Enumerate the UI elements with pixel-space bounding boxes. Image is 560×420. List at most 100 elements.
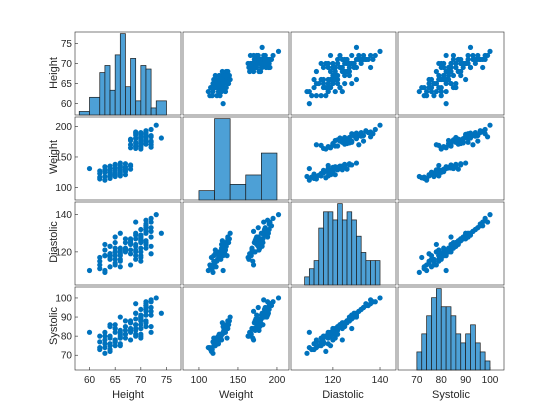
hist-bar xyxy=(356,235,362,286)
data-point xyxy=(477,223,483,229)
panel-diastolic-vs-diastolic xyxy=(290,201,397,286)
data-point xyxy=(330,337,336,343)
data-point xyxy=(211,76,217,83)
data-point xyxy=(213,264,219,270)
data-point xyxy=(455,56,461,63)
data-point xyxy=(122,164,129,170)
data-point xyxy=(318,93,324,99)
data-point xyxy=(453,64,459,71)
data-point xyxy=(325,173,331,179)
panel-height-vs-height xyxy=(74,31,182,116)
hist-bar xyxy=(445,306,452,371)
data-point xyxy=(255,56,261,63)
y-tick-label-systolic: 80 xyxy=(61,332,73,343)
data-point xyxy=(117,343,123,349)
data-point xyxy=(219,68,225,75)
data-point xyxy=(211,253,217,259)
data-point xyxy=(438,93,444,99)
data-point xyxy=(377,295,383,301)
data-point xyxy=(122,323,129,330)
data-point xyxy=(117,264,123,270)
data-point xyxy=(370,56,376,63)
data-point xyxy=(247,68,253,75)
hist-bar xyxy=(332,219,338,286)
data-point xyxy=(222,72,229,79)
data-point xyxy=(433,262,439,268)
hist-bar xyxy=(351,219,357,286)
data-point xyxy=(218,241,225,248)
data-point xyxy=(138,226,144,233)
data-point xyxy=(138,306,144,313)
data-point xyxy=(443,88,449,95)
data-point xyxy=(138,238,144,244)
x-tick-label-systolic: 100 xyxy=(482,375,499,386)
data-point xyxy=(311,76,317,83)
data-point xyxy=(117,166,123,172)
data-point xyxy=(148,234,154,240)
data-point xyxy=(261,60,268,67)
data-point xyxy=(416,173,422,180)
y-tick-label-diastolic: 120 xyxy=(55,247,72,258)
data-point xyxy=(117,160,123,166)
data-point xyxy=(441,247,447,253)
hist-bar xyxy=(337,203,343,286)
data-point xyxy=(205,88,211,95)
data-point xyxy=(335,165,341,171)
panel-frame xyxy=(74,201,182,286)
hist-bar xyxy=(475,342,481,371)
panel-diastolic-vs-weight xyxy=(182,201,290,286)
data-point xyxy=(148,299,154,305)
hist-bar xyxy=(484,360,491,371)
data-point xyxy=(325,341,331,347)
hist-bar xyxy=(460,342,466,371)
data-point xyxy=(97,339,103,345)
data-point xyxy=(138,322,144,328)
data-point xyxy=(251,239,257,246)
data-point xyxy=(268,302,275,309)
data-point xyxy=(254,312,260,318)
hist-bar xyxy=(440,306,447,371)
data-point xyxy=(377,48,383,54)
data-point xyxy=(143,245,149,251)
data-point xyxy=(148,251,154,257)
data-point xyxy=(257,60,263,67)
data-point xyxy=(261,297,267,303)
data-point xyxy=(318,173,324,179)
data-point xyxy=(112,260,118,266)
hist-bar xyxy=(261,152,278,201)
panel-frame xyxy=(182,31,290,116)
data-point xyxy=(227,76,233,83)
data-point xyxy=(138,249,144,255)
data-point xyxy=(445,72,452,79)
data-point xyxy=(443,165,449,172)
data-point xyxy=(443,52,449,59)
data-point xyxy=(148,215,154,221)
panel-systolic-vs-diastolic xyxy=(290,286,397,371)
panel-weight-vs-diastolic xyxy=(290,116,397,201)
data-point xyxy=(356,56,362,63)
data-point xyxy=(107,341,113,347)
data-point xyxy=(311,171,317,177)
data-point xyxy=(424,88,430,95)
data-point xyxy=(107,167,113,174)
data-point xyxy=(433,80,439,87)
data-point xyxy=(222,88,229,95)
hist-bar xyxy=(140,65,147,116)
data-point xyxy=(127,142,134,148)
data-point xyxy=(102,241,108,248)
hist-bar xyxy=(479,351,486,371)
data-point xyxy=(482,56,488,63)
data-point xyxy=(436,162,442,169)
data-point xyxy=(320,333,327,339)
data-point xyxy=(325,331,331,337)
data-point xyxy=(102,177,108,183)
hist-bar xyxy=(150,107,157,116)
data-point xyxy=(330,80,336,87)
data-point xyxy=(261,52,267,59)
data-point xyxy=(458,60,464,67)
data-point xyxy=(148,312,154,318)
data-point xyxy=(252,249,258,255)
data-point xyxy=(472,129,478,136)
data-point xyxy=(112,234,118,240)
data-point xyxy=(339,88,345,95)
